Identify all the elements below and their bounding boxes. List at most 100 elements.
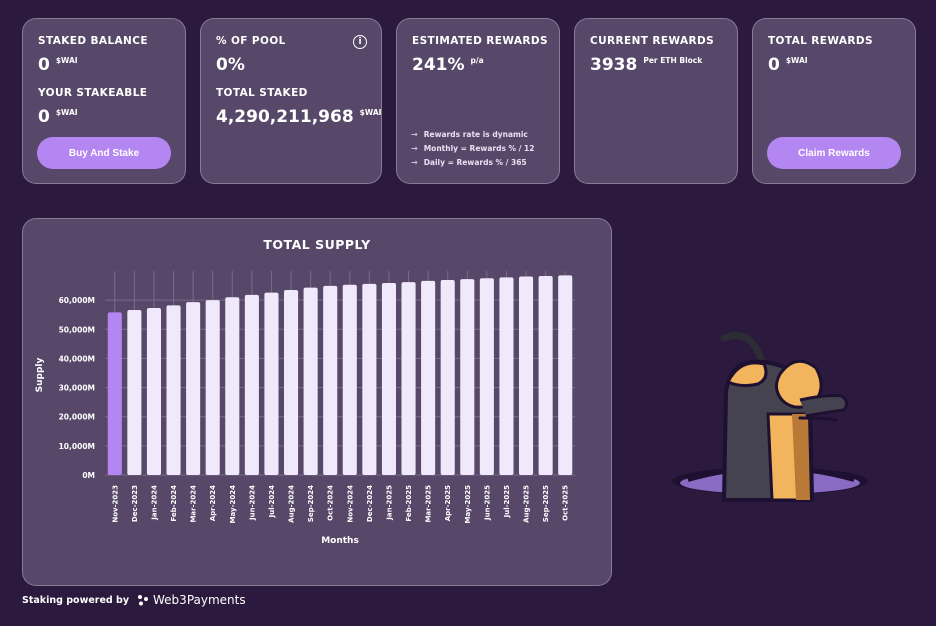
x-tick-label: Dec-2024	[366, 485, 374, 522]
x-tick-label: Apr-2024	[209, 485, 217, 521]
claim-rewards-button[interactable]: Claim Rewards	[767, 137, 901, 169]
staked-balance-label: STAKED BALANCE	[38, 35, 148, 47]
supply-bar	[538, 275, 553, 475]
supply-bar	[460, 279, 475, 475]
total-rewards-label: TOTAL REWARDS	[768, 35, 873, 47]
x-tick-label: Oct-2025	[562, 485, 570, 521]
estimated-rewards-value: 241%	[412, 55, 465, 75]
worm-mascot-icon	[672, 331, 868, 502]
x-tick-label: Apr-2025	[444, 485, 452, 521]
x-tick-label: May-2025	[464, 485, 472, 524]
y-tick-label: 10,000M	[59, 442, 95, 451]
arrow-right-icon: →	[411, 144, 418, 153]
x-tick-label: Oct-2024	[327, 485, 335, 521]
x-axis-label: Months	[321, 536, 359, 546]
x-tick-label: Jan-2024	[150, 485, 158, 521]
staked-balance-unit: $WAI	[55, 56, 78, 65]
total-staked-value: 4,290,211,968	[216, 107, 354, 127]
stakeable-unit: $WAI	[55, 108, 78, 117]
supply-bar	[342, 284, 357, 475]
supply-bar	[225, 297, 240, 475]
total-rewards-card: TOTAL REWARDS 0 $WAI Claim Rewards	[752, 18, 916, 184]
supply-bar	[166, 305, 181, 475]
estimated-rewards-unit: p/a	[470, 56, 484, 65]
supply-bar	[558, 275, 573, 475]
x-tick-label: Aug-2024	[288, 485, 296, 523]
y-tick-label: 40,000M	[59, 354, 95, 363]
arrow-right-icon: →	[411, 130, 418, 139]
x-tick-label: Nov-2024	[346, 485, 354, 523]
x-tick-label: Feb-2024	[170, 485, 178, 522]
supply-bar	[518, 276, 534, 475]
footer: Staking powered by Web3Payments	[22, 593, 246, 607]
web3payments-logo[interactable]: Web3Payments	[137, 593, 246, 607]
estimated-rewards-label: ESTIMATED REWARDS	[412, 35, 548, 47]
estimated-rewards-card: ESTIMATED REWARDS 241% p/a → Rewards rate…	[396, 18, 560, 184]
supply-bar	[127, 310, 142, 475]
supply-bar	[401, 282, 416, 475]
x-tick-label: May-2024	[229, 485, 237, 524]
x-tick-label: Jul-2024	[268, 485, 276, 519]
stakeable-value: 0	[38, 107, 50, 127]
info-icon[interactable]: i	[353, 35, 367, 49]
total-rewards-unit: $WAI	[785, 56, 808, 65]
pool-label: % OF POOL	[216, 35, 286, 47]
total-staked-unit: $WAI	[359, 108, 382, 117]
supply-bar	[362, 283, 377, 475]
staked-balance-card: STAKED BALANCE 0 $WAI YOUR STAKEABLE 0 $…	[22, 18, 186, 184]
x-tick-label: Mar-2025	[425, 485, 433, 523]
stakeable-label: YOUR STAKEABLE	[38, 87, 148, 99]
supply-bar	[205, 300, 220, 475]
total-staked-label: TOTAL STAKED	[216, 87, 308, 99]
web3payments-icon	[138, 595, 149, 606]
x-tick-label: Jun-2024	[248, 485, 256, 521]
supply-bar	[421, 280, 436, 475]
rewards-note-text: Daily = Rewards % / 365	[423, 158, 527, 167]
supply-bar	[244, 294, 259, 475]
rewards-note: → Monthly = Rewards % / 12	[411, 144, 534, 153]
current-rewards-label: CURRENT REWARDS	[590, 35, 715, 47]
supply-bar	[479, 278, 494, 475]
x-tick-label: Nov-2023	[111, 485, 119, 523]
y-tick-label: 50,000M	[59, 325, 95, 334]
buy-and-stake-button[interactable]: Buy And Stake	[37, 137, 171, 169]
supply-bar	[107, 312, 122, 475]
x-tick-label: Feb-2025	[405, 485, 413, 522]
rewards-note: → Rewards rate is dynamic	[411, 130, 534, 139]
x-tick-label: Aug-2025	[523, 485, 531, 523]
pool-value: 0%	[216, 55, 245, 75]
arrow-right-icon: →	[411, 158, 418, 167]
supply-bar	[440, 280, 455, 475]
x-tick-label: Dec-2023	[131, 485, 139, 522]
x-tick-label: Sep-2024	[307, 485, 315, 522]
total-supply-chart: 0M 10,000M 20,000M 30,000M 40,000M 50,000M 60,…	[35, 271, 575, 546]
x-tick-label: Jun-2025	[483, 485, 491, 521]
y-tick-label: 30,000M	[59, 384, 95, 393]
x-tick-label: Sep-2025	[542, 485, 550, 522]
supply-bar	[381, 282, 397, 475]
x-tick-label: Jul-2025	[503, 485, 511, 519]
supply-bar	[264, 292, 279, 475]
rewards-note-text: Rewards rate is dynamic	[423, 130, 528, 139]
footer-label: Staking powered by	[22, 594, 130, 606]
supply-bar	[499, 277, 514, 475]
y-tick-label: 0M	[82, 471, 95, 480]
supply-bar	[283, 289, 299, 475]
y-axis-label: Supply	[35, 358, 45, 393]
chart-title: TOTAL SUPPLY	[263, 237, 371, 252]
total-supply-chart-card: 0M 10,000M 20,000M 30,000M 40,000M 50,000M 60,…	[22, 218, 612, 586]
pool-card: % OF POOL i 0% TOTAL STAKED 4,290,211,96…	[200, 18, 382, 184]
current-rewards-unit: Per ETH Block	[643, 56, 703, 65]
rewards-note: → Daily = Rewards % / 365	[411, 158, 534, 167]
current-rewards-value: 3938	[590, 55, 638, 75]
supply-bar	[323, 285, 338, 475]
y-tick-label: 20,000M	[59, 413, 95, 422]
supply-bar	[303, 287, 318, 475]
rewards-notes: → Rewards rate is dynamic → Monthly = Rewa…	[411, 125, 534, 167]
supply-bar	[186, 302, 201, 475]
web3payments-brand: Web3Payments	[153, 593, 246, 607]
x-tick-label: Jan-2025	[385, 485, 393, 521]
supply-bar	[146, 308, 162, 475]
total-rewards-value: 0	[768, 55, 780, 75]
x-tick-label: Mar-2024	[190, 485, 198, 523]
